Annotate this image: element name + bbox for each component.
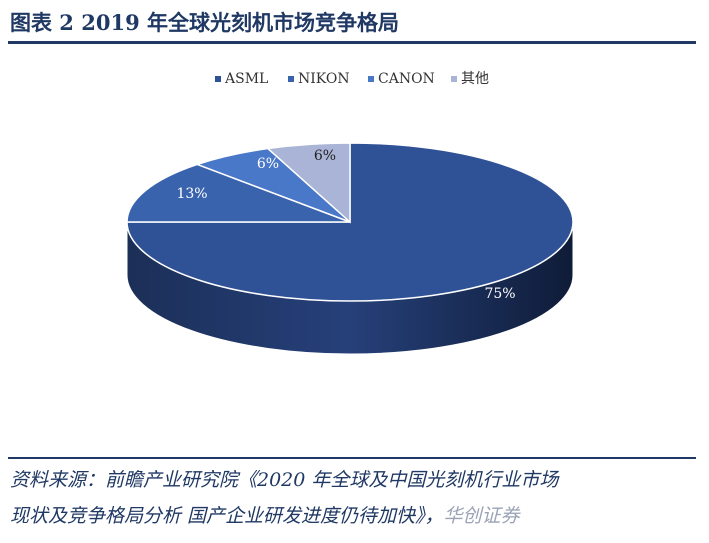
slice-label-1: 13%: [176, 186, 207, 202]
pie-slice-asml: [126, 142, 574, 302]
pie-labels: 75% 13% 6% 6%: [176, 148, 515, 302]
pie-chart: ASML NIKON CANON 其他 75% 13% 6% 6%: [126, 71, 574, 355]
legend-label-3: 其他: [461, 71, 489, 87]
source-line-2: 现状及竞争格局分析 国产企业研发进度仍待加快》，华创证券: [10, 498, 700, 534]
source-divider: [8, 457, 696, 459]
title-divider: [8, 41, 696, 44]
source-line-1: 资料来源：前瞻产业研究院《2020 年全球及中国光刻机行业市场: [10, 469, 559, 491]
source-line-2-text: 现状及竞争格局分析 国产企业研发进度仍待加快》，: [10, 505, 444, 527]
slice-label-2: 6%: [257, 156, 279, 172]
slice-label-3: 6%: [314, 148, 336, 164]
pie-slice-nikon: [126, 163, 351, 223]
pie-top: [126, 142, 574, 302]
legend-swatch-1: [288, 76, 294, 82]
legend-swatch-0: [215, 76, 221, 82]
watermark: 华创证券: [443, 505, 520, 527]
chart-legend: ASML NIKON CANON 其他: [215, 71, 489, 87]
figure-title: 图表 2 2019 年全球光刻机市场竞争格局: [10, 10, 399, 35]
slice-label-0: 75%: [484, 286, 515, 302]
legend-swatch-2: [368, 76, 374, 82]
legend-label-2: CANON: [378, 71, 435, 87]
legend-swatch-3: [451, 76, 457, 82]
legend-label-0: ASML: [224, 71, 268, 87]
pie-slice-其他: [266, 142, 351, 224]
source-note: 资料来源：前瞻产业研究院《2020 年全球及中国光刻机行业市场 现状及竞争格局分…: [10, 462, 700, 534]
legend-label-1: NIKON: [298, 71, 350, 87]
